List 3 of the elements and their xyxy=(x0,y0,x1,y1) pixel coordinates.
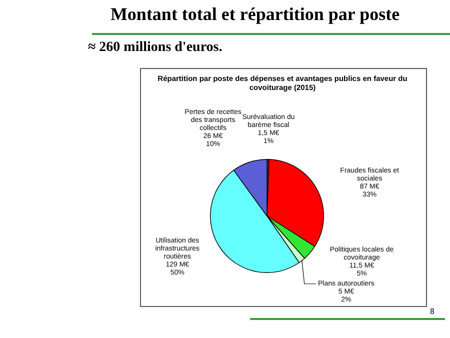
text: 8 xyxy=(430,307,434,316)
chart-subtitle: ≈ 260 millions d'euros. xyxy=(88,40,222,56)
chart-title: Montant total et répartition par poste xyxy=(109,4,401,25)
